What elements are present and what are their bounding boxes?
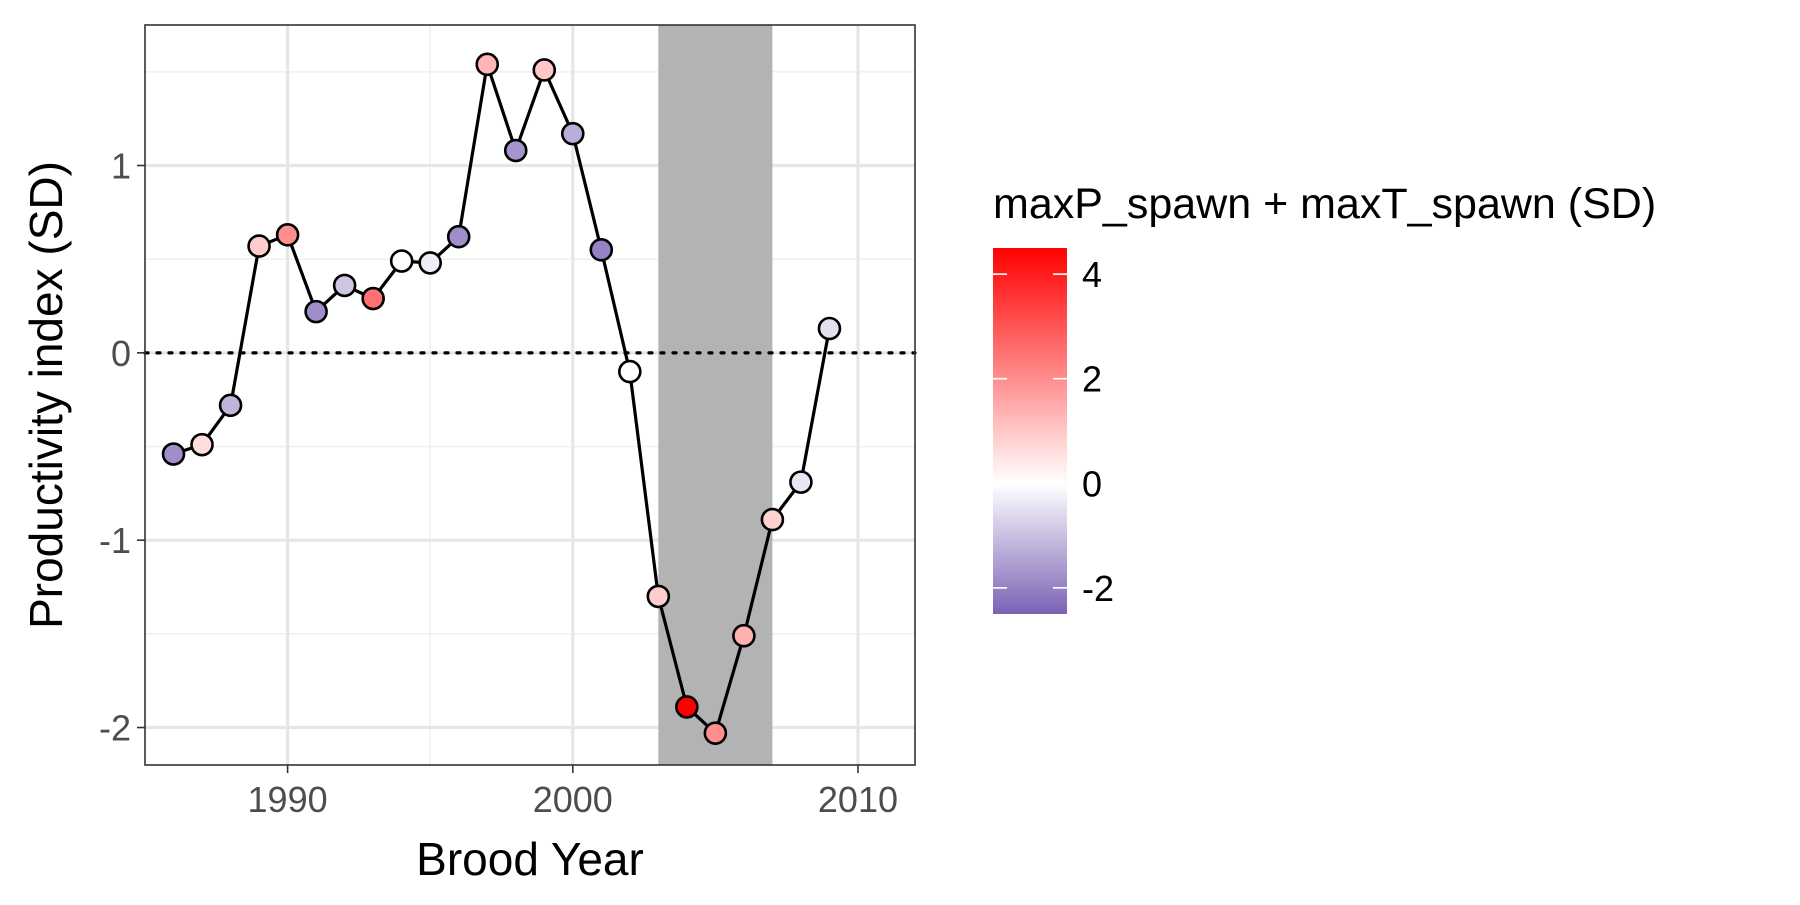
colorbar-ticks: -2 0 2 4 xyxy=(993,254,1114,609)
colorbar-tick-label: 2 xyxy=(1082,359,1102,400)
data-point xyxy=(446,224,471,249)
x-tick-label: 2010 xyxy=(818,779,898,820)
data-point xyxy=(618,359,642,384)
y-axis-title: Productivity index (SD) xyxy=(20,161,72,629)
data-point xyxy=(361,286,385,311)
x-tick-label: 1990 xyxy=(248,779,328,820)
panel-border xyxy=(144,24,916,766)
colorbar xyxy=(993,248,1067,614)
data-point xyxy=(589,238,614,262)
data-points xyxy=(161,52,842,745)
data-point xyxy=(389,249,414,273)
data-point xyxy=(703,721,728,745)
colorbar-tick-label: 0 xyxy=(1082,463,1102,504)
colorbar-tick-label: 4 xyxy=(1082,254,1102,295)
panel-background xyxy=(145,25,915,765)
data-point xyxy=(760,507,785,532)
data-point xyxy=(161,442,186,466)
y-tick-label: -1 xyxy=(99,520,131,561)
data-point xyxy=(475,52,500,77)
y-axis-ticks: -2 -1 0 1 xyxy=(99,146,145,749)
data-point xyxy=(275,223,300,247)
data-point xyxy=(503,138,528,163)
shaded-period xyxy=(658,25,773,765)
data-point xyxy=(817,316,842,341)
colorbar-title: maxP_spawn + maxT_spawn (SD) xyxy=(993,180,1656,228)
x-axis-title: Brood Year xyxy=(416,833,644,885)
data-point xyxy=(560,121,585,146)
data-point xyxy=(418,251,442,275)
data-point xyxy=(218,393,243,418)
data-point xyxy=(332,273,357,298)
data-point xyxy=(247,234,271,258)
data-point xyxy=(732,623,756,648)
data-point xyxy=(304,299,328,324)
data-point xyxy=(190,432,214,457)
colorbar-tick-label: -2 xyxy=(1082,568,1114,609)
data-point xyxy=(532,58,557,82)
y-tick-label: -2 xyxy=(99,708,131,749)
y-tick-label: 0 xyxy=(111,333,131,374)
x-axis-ticks: 1990 2000 2010 xyxy=(248,765,898,820)
data-point xyxy=(646,584,671,609)
data-point xyxy=(675,695,699,719)
data-point xyxy=(789,470,813,494)
y-tick-label: 1 xyxy=(111,146,131,187)
x-tick-label: 2000 xyxy=(533,779,613,820)
